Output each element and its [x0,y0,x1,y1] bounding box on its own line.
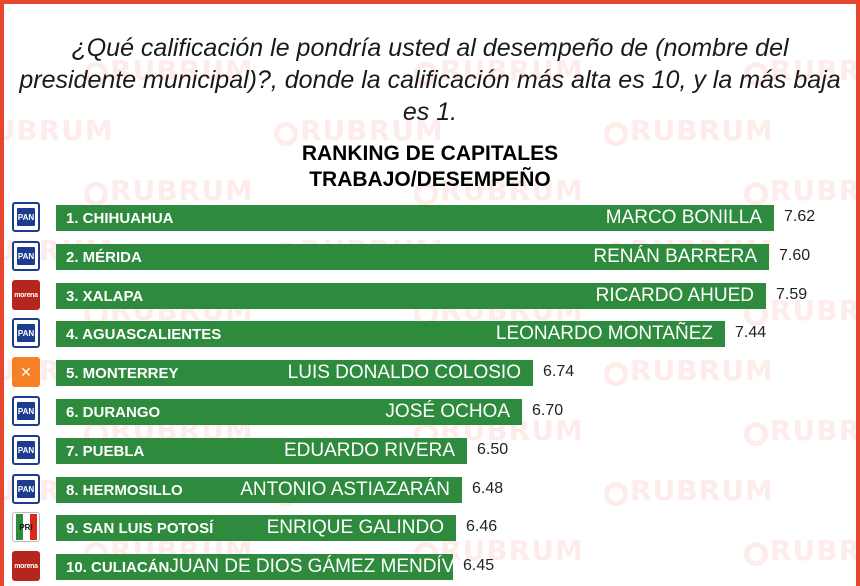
morena-party-logo-icon: morena [12,551,40,581]
city-label: 1. CHIHUAHUA [66,209,174,227]
ranking-row: PAN 8. HERMOSILLO ANTONIO ASTIAZARÁN 6.48 [10,474,850,504]
survey-card: RUBRUMRUBRUMRUBRUMRUBRUMRUBRUMRUBRUMRUBR… [4,4,856,586]
score-value-label: 6.46 [466,518,498,535]
mayor-name-label: ANTONIO ASTIAZARÁN [240,479,450,500]
ranking-row: morena 3. XALAPA RICARDO AHUED 7.59 [10,280,850,310]
ranking-bar: 9. SAN LUIS POTOSÍ ENRIQUE GALINDO [56,515,456,541]
chart-title-line-2: TRABAJO/DESEMPEÑO [309,168,551,191]
chart-title-line-1: RANKING DE CAPITALES [301,142,559,165]
pan-party-logo-icon: PAN [12,241,40,271]
mc-party-logo-icon: ✕ [12,357,40,387]
city-label: 10. CULIACÁN [66,558,170,576]
ranking-row: PAN 2. MÉRIDA RENÁN BARRERA 7.60 [10,241,850,271]
city-label: 2. MÉRIDA [66,248,142,266]
ranking-row: PAN 1. CHIHUAHUA MARCO BONILLA 7.62 [10,202,850,232]
city-label: 5. MONTERREY [66,364,179,382]
city-label: 6. DURANGO [66,403,161,421]
mayor-name-label: RENÁN BARRERA [593,246,757,267]
score-value-label: 7.60 [779,247,811,264]
score-value-label: 6.74 [543,363,575,380]
chart-title: RANKING DE CAPITALES TRABAJO/DESEMPEÑO [4,141,856,193]
mayor-name-label: MARCO BONILLA [605,207,762,228]
score-value-label: 6.50 [477,441,509,458]
city-label: 8. HERMOSILLO [66,481,183,499]
ranking-row: PAN 6. DURANGO JOSÉ OCHOA 6.70 [10,396,850,426]
score-value-label: 7.59 [776,286,808,303]
mayor-name-label: EDUARDO RIVERA [283,440,455,461]
ranking-row: morena 10. CULIACÁN JUAN DE DIOS GÁMEZ MEN… [10,551,850,581]
score-value-label: 7.44 [735,324,767,341]
pan-party-logo-icon: PAN [12,318,40,348]
mayor-name-label: RICARDO AHUED [595,285,754,306]
score-value-label: 6.48 [472,480,504,497]
ranking-row: ✕ 5. MONTERREY LUIS DONALDO COLOSIO 6.74 [10,357,850,387]
mayor-name-label: LUIS DONALDO COLOSIO [287,362,521,383]
ranking-row: PAN 7. PUEBLA EDUARDO RIVERA 6.50 [10,435,850,465]
ranking-bar: 7. PUEBLA EDUARDO RIVERA [56,438,467,464]
city-label: 9. SAN LUIS POTOSÍ [66,519,214,537]
morena-party-logo-icon: morena [12,280,40,310]
pan-party-logo-icon: PAN [12,202,40,232]
ranking-row: PAN 4. AGUASCALIENTES LEONARDO MONTAÑEZ 7.4… [10,318,850,348]
ranking-bar: 3. XALAPA RICARDO AHUED [56,283,766,309]
city-label: 3. XALAPA [66,287,144,305]
mayor-name-label: LEONARDO MONTAÑEZ [495,323,713,344]
ranking-bar: 1. CHIHUAHUA MARCO BONILLA [56,205,774,231]
score-value-label: 6.45 [463,557,495,574]
ranking-bar: 8. HERMOSILLO ANTONIO ASTIAZARÁN [56,477,462,503]
ranking-bar: 6. DURANGO JOSÉ OCHOA [56,399,522,425]
ranking-bar: 5. MONTERREY LUIS DONALDO COLOSIO [56,360,533,386]
mayor-name-label: JOSÉ OCHOA [385,401,510,422]
ranking-bar: 10. CULIACÁN JUAN DE DIOS GÁMEZ MENDÍVIL [56,554,470,580]
ranking-bar: 4. AGUASCALIENTES LEONARDO MONTAÑEZ [56,321,725,347]
mayor-name-label: JUAN DE DIOS GÁMEZ MENDÍVIL [169,556,471,577]
pan-party-logo-icon: PAN [12,396,40,426]
survey-question: ¿Qué calificación le pondría usted al de… [19,34,841,126]
pri-party-logo-icon: PRI [12,512,40,542]
ranking-row: PRI 9. SAN LUIS POTOSÍ ENRIQUE GALINDO 6.46 [10,512,850,542]
pan-party-logo-icon: PAN [12,474,40,504]
ranking-bar: 2. MÉRIDA RENÁN BARRERA [56,244,769,270]
mayor-name-label: ENRIQUE GALINDO [266,517,444,538]
score-value-label: 6.70 [532,402,564,419]
score-value-label: 7.62 [784,208,816,225]
city-label: 4. AGUASCALIENTES [66,325,222,343]
city-label: 7. PUEBLA [66,442,145,460]
pan-party-logo-icon: PAN [12,435,40,465]
